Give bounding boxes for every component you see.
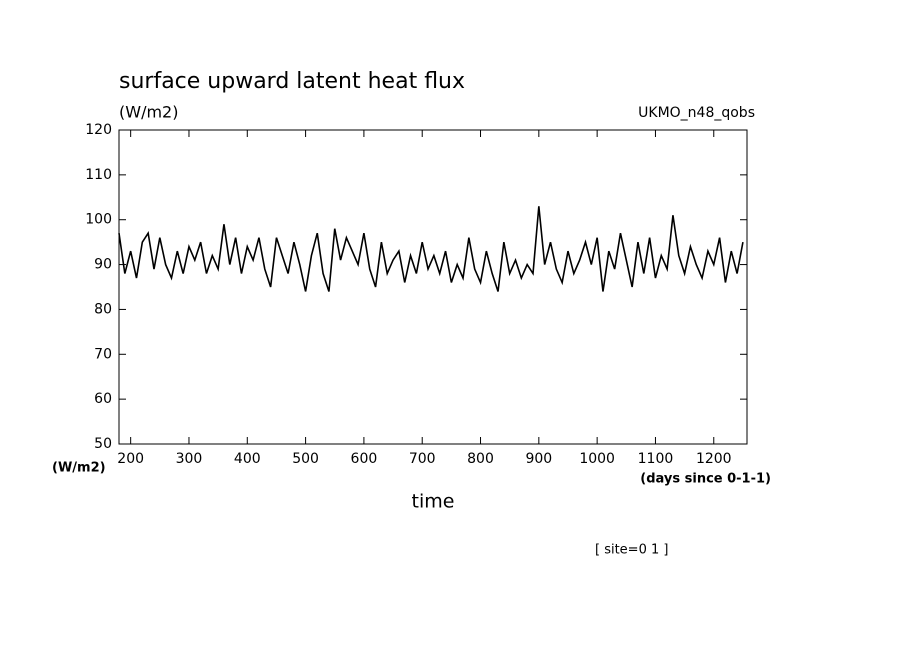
x-axis-label: time xyxy=(412,491,455,513)
x-tick-label: 1000 xyxy=(579,451,615,467)
y-tick-label: 60 xyxy=(94,391,112,407)
y-unit-label: (W/m2) xyxy=(52,461,106,476)
plot-frame xyxy=(118,129,748,445)
x-tick-label: 600 xyxy=(351,451,378,467)
x-tick-label: 1100 xyxy=(638,451,674,467)
x-tick-label: 800 xyxy=(467,451,494,467)
x-tick-label: 1200 xyxy=(696,451,732,467)
y-tick-label: 70 xyxy=(94,346,112,362)
data-line xyxy=(118,206,744,292)
x-tick-label: 700 xyxy=(409,451,436,467)
x-tick-label: 500 xyxy=(292,451,319,467)
annotation: [ site=0 1 ] xyxy=(595,543,668,558)
x-tick-label: 200 xyxy=(117,451,144,467)
x-tick-label: 400 xyxy=(234,451,261,467)
x-tick-label: 300 xyxy=(176,451,203,467)
chart-title: surface upward latent heat flux xyxy=(119,69,465,94)
dataset-label: UKMO_n48_qobs xyxy=(638,105,755,121)
y-tick-label: 100 xyxy=(85,212,112,228)
subtitle: (W/m2) xyxy=(119,103,178,122)
y-tick-label: 80 xyxy=(94,301,112,317)
y-tick-label: 110 xyxy=(85,167,112,183)
y-tick-label: 90 xyxy=(94,257,112,273)
x-tick-label: 900 xyxy=(525,451,552,467)
y-tick-label: 120 xyxy=(85,122,112,138)
y-tick-label: 50 xyxy=(94,436,112,452)
x-unit-label: (days since 0-1-1) xyxy=(640,472,771,487)
